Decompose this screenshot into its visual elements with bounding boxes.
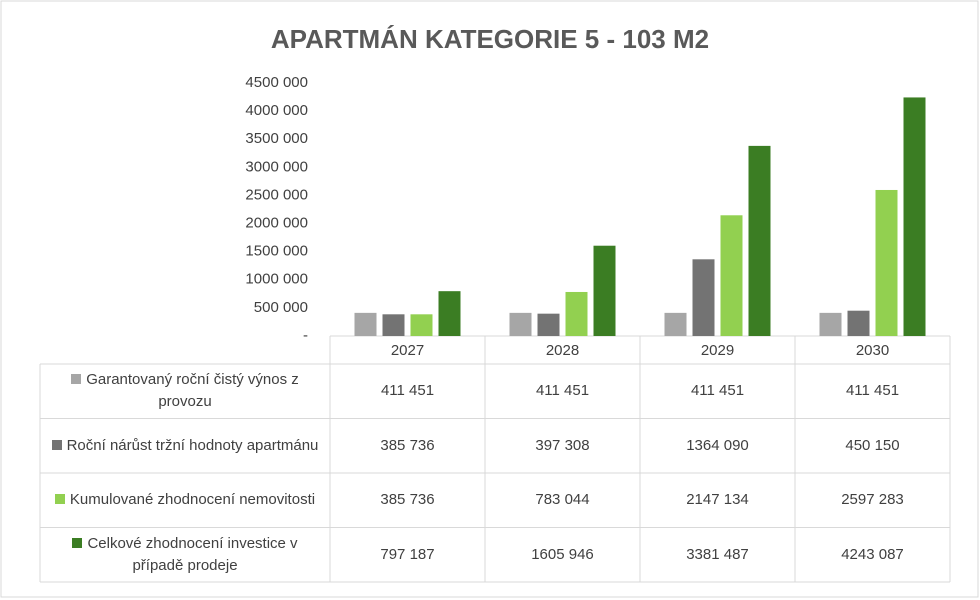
table-value: 1605 946 [531, 545, 594, 563]
y-tick-label: 3000 000 [245, 158, 308, 175]
legend-text: Garantovaný roční čistý výnos z provozu [46, 369, 324, 413]
bar [903, 97, 926, 337]
legend-text: Celkové zhodnocení investice v případě p… [46, 533, 324, 577]
bar [748, 145, 771, 336]
legend-entry: Roční nárůst tržní hodnoty apartmánu [40, 419, 330, 474]
bar [664, 312, 687, 336]
x-tick-label: 2027 [391, 342, 424, 359]
bar [692, 259, 715, 336]
legend-text: Kumulované zhodnocení nemovitosti [54, 489, 316, 511]
bar [537, 313, 560, 336]
table-value: 411 451 [690, 382, 745, 400]
chart-title: APARTMÁN KATEGORIE 5 - 103 M2 [271, 24, 709, 54]
table-value: 1364 090 [686, 436, 749, 454]
table-value: 2597 283 [841, 491, 904, 509]
legend-label: Celkové zhodnocení investice v případě p… [87, 534, 298, 574]
bar [720, 215, 743, 336]
table-value: 450 150 [845, 436, 900, 454]
table-value: 4243 087 [841, 545, 904, 563]
legend-swatch [72, 537, 83, 548]
x-tick-label: 2030 [856, 342, 889, 359]
table-value: 397 308 [535, 436, 590, 454]
legend-entry: Garantovaný roční čistý výnos z provozu [40, 364, 330, 419]
bar [438, 291, 461, 336]
bar [354, 312, 377, 336]
table-value: 2147 134 [686, 491, 749, 509]
y-tick-label: 500 000 [254, 299, 308, 316]
bar [509, 312, 532, 336]
table-value: 411 451 [845, 382, 900, 400]
x-tick-label: 2029 [701, 342, 734, 359]
legend-label: Roční nárůst tržní hodnoty apartmánu [66, 436, 319, 454]
table-value: 797 187 [380, 545, 435, 563]
legend-entry: Kumulované zhodnocení nemovitosti [40, 473, 330, 528]
legend-entry: Celkové zhodnocení investice v případě p… [40, 528, 330, 583]
table-value: 783 044 [535, 491, 590, 509]
legend-swatch [51, 439, 62, 450]
table-value: 385 736 [380, 491, 435, 509]
table-value: 411 451 [535, 382, 590, 400]
table-value: 3381 487 [686, 545, 749, 563]
y-tick-label: 2000 000 [245, 215, 308, 232]
y-tick-label: 1000 000 [245, 271, 308, 288]
bar [847, 310, 870, 336]
legend-label: Garantovaný roční čistý výnos z provozu [86, 371, 299, 411]
legend-text: Roční nárůst tržní hodnoty apartmánu [51, 435, 319, 457]
legend-label: Kumulované zhodnocení nemovitosti [69, 491, 316, 509]
bar [382, 314, 405, 336]
y-tick-label: - [303, 327, 308, 344]
y-tick-label: 4500 000 [245, 74, 308, 91]
y-tick-label: 1500 000 [245, 243, 308, 260]
legend-swatch [71, 374, 82, 385]
y-tick-label: 3500 000 [245, 130, 308, 147]
y-tick-label: 2500 000 [245, 186, 308, 203]
table-value: 385 736 [380, 436, 435, 454]
bar [819, 312, 842, 336]
bar [875, 189, 898, 336]
y-tick-label: 4000 000 [245, 102, 308, 119]
legend-swatch [54, 494, 65, 505]
bar [565, 291, 588, 336]
bar [593, 245, 616, 336]
table-value: 411 451 [380, 382, 435, 400]
x-tick-label: 2028 [546, 342, 579, 359]
bar [410, 314, 433, 336]
